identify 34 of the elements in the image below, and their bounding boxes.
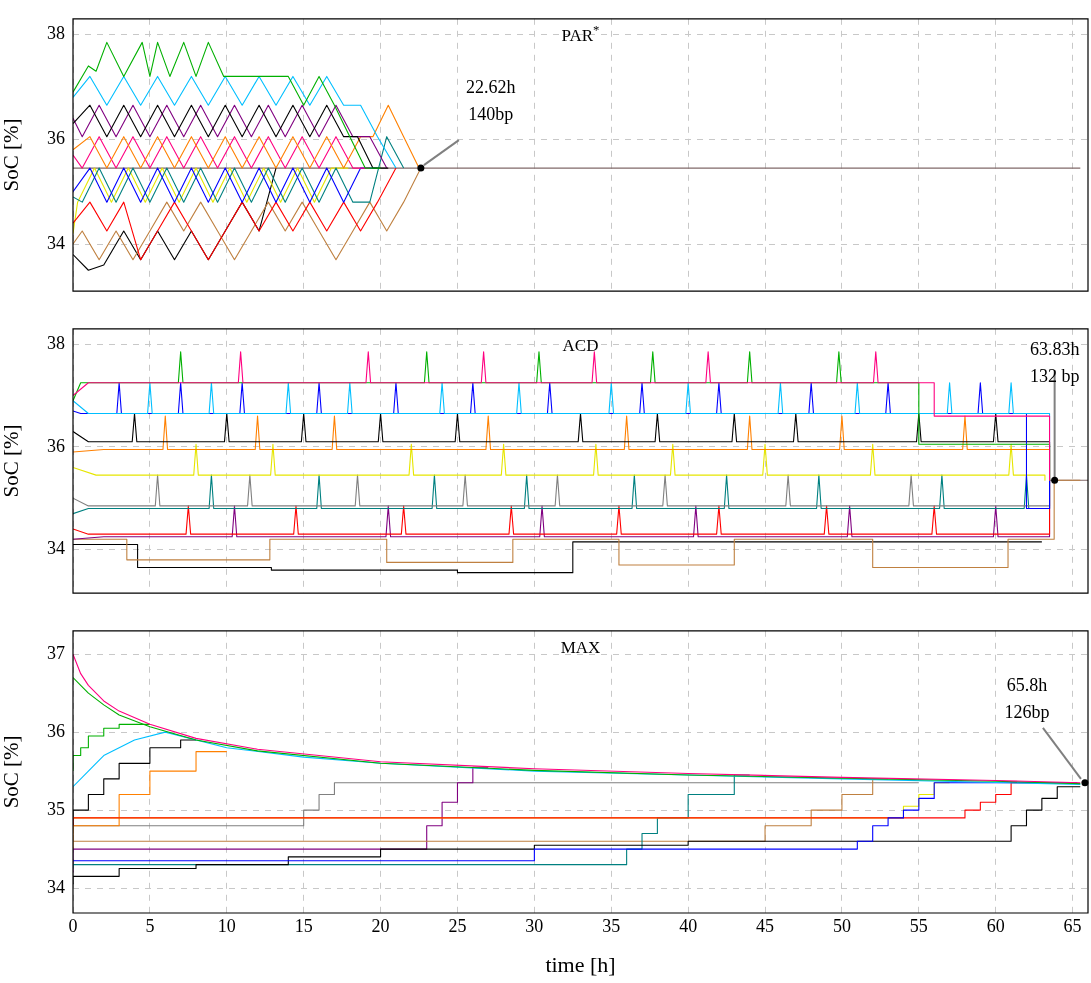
y-tick-label: 37 [47,642,65,663]
x-tick-label: 50 [832,915,851,936]
x-tick-label: 0 [68,915,78,936]
x-tick-label: 35 [602,915,621,936]
y-tick-label: 34 [47,876,65,897]
annotation: 63.83h 132 bp [1029,339,1080,387]
y-tick-label: 34 [47,538,65,559]
x-axis-title: time [h] [545,951,616,977]
y-axis-title: SoC [%] [0,118,24,192]
annotation: 22.62h 140bp [466,77,516,125]
y-tick-label: 36 [47,720,65,741]
y-tick-label: 38 [47,23,65,44]
x-tick-label: 20 [371,915,390,936]
y-axis-title: SoC [%] [0,424,24,498]
x-tick-label: 60 [986,915,1005,936]
x-tick-label: 15 [294,915,313,936]
annotation: 65.8h 126bp [1004,674,1050,722]
y-tick-label: 36 [47,128,65,149]
y-tick-label: 34 [47,232,65,253]
y-tick-label: 38 [47,332,65,353]
x-tick-label: 30 [525,915,544,936]
x-tick-label: 40 [679,915,698,936]
x-tick-label: 55 [909,915,928,936]
x-tick-label: 65 [1063,915,1082,936]
x-tick-label: 5 [145,915,155,936]
y-axis-title: SoC [%] [0,735,24,809]
y-tick-label: 36 [47,435,65,456]
x-tick-label: 45 [756,915,775,936]
chart-title: ACD [562,335,599,355]
chart-title: MAX [560,637,601,657]
x-tick-label: 25 [448,915,467,936]
y-tick-label: 35 [47,798,65,819]
x-tick-label: 10 [217,915,236,936]
chart-title: PAR* [561,23,600,45]
